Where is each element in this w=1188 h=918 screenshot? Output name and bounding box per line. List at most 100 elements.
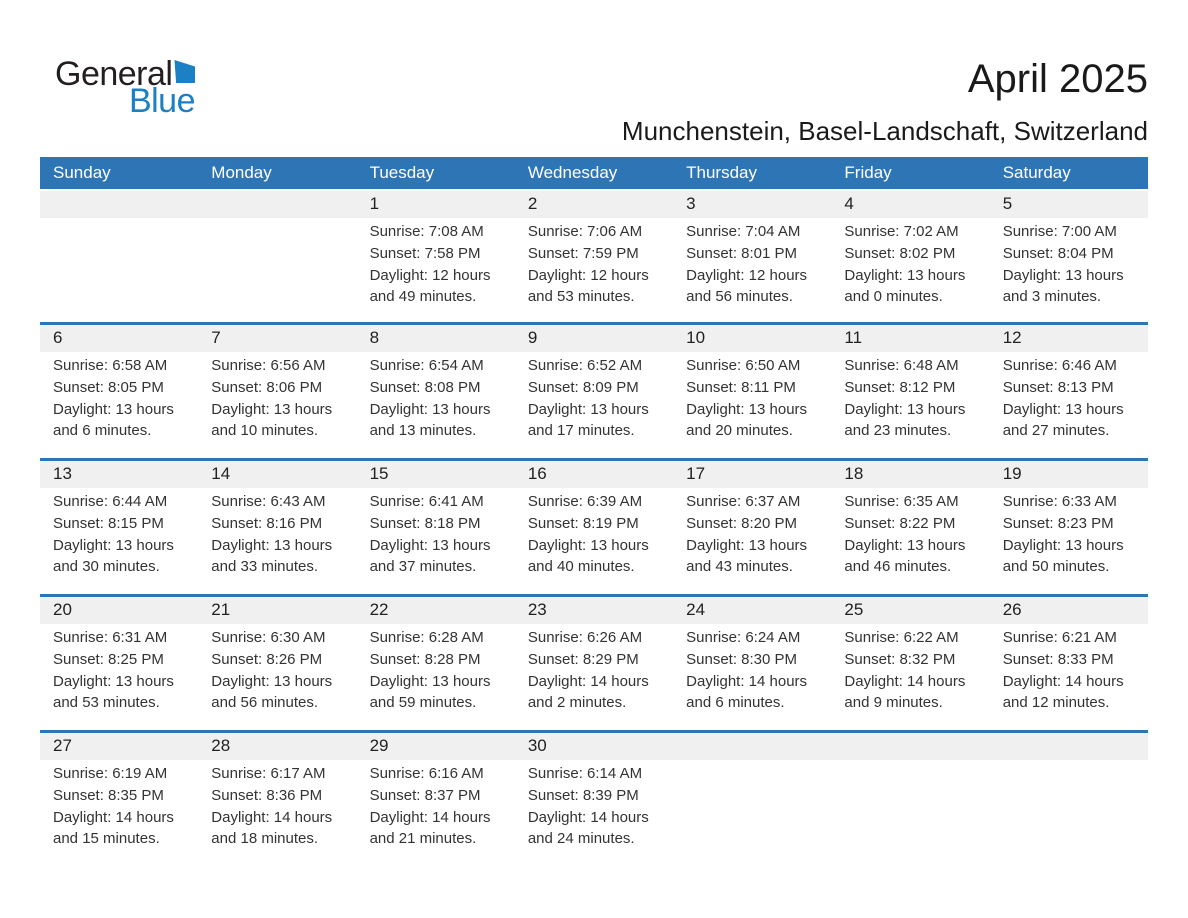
detail-line: Sunrise: 6:30 AM <box>211 629 326 646</box>
day-number: 1 <box>369 194 380 213</box>
day-details-row: Sunrise: 6:58 AM Sunset: 8:05 PM Daylight:… <box>40 352 1148 458</box>
detail-line: Daylight: 13 hours <box>211 400 333 418</box>
detail-line: and 46 minutes. <box>844 558 952 576</box>
detail-line: Sunset: 8:23 PM <box>1002 514 1114 532</box>
detail-line: and 18 minutes. <box>211 830 319 848</box>
day-number-empty <box>831 733 989 760</box>
detail-line: and 49 minutes. <box>369 288 477 306</box>
day-number: 24 <box>686 600 706 619</box>
day-cell-empty <box>831 760 989 866</box>
detail-line: and 3 minutes. <box>1002 288 1102 306</box>
day-number: 18 <box>844 464 864 483</box>
detail-line: Daylight: 14 hours <box>53 808 174 826</box>
detail-line: and 43 minutes. <box>686 558 793 576</box>
day-number: 29 <box>369 736 389 755</box>
detail-line: Sunrise: 6:41 AM <box>369 493 484 510</box>
day-cell: Sunrise: 6:17 AM Sunset: 8:36 PM Daylight:… <box>198 760 356 866</box>
calendar-table: Sunday Monday Tuesday Wednesday Thursday Frid… <box>40 157 1148 866</box>
day-number: 11 <box>844 328 863 347</box>
detail-line: Daylight: 13 hours <box>686 400 808 418</box>
detail-line: and 56 minutes. <box>686 288 793 306</box>
detail-line: Sunset: 8:01 PM <box>686 244 798 262</box>
detail-line: and 30 minutes. <box>53 558 160 576</box>
day-number: 14 <box>211 464 231 483</box>
day-number: 16 <box>527 464 547 483</box>
detail-line: Daylight: 13 hours <box>53 672 174 690</box>
day-number-empty <box>198 191 356 218</box>
day-number: 23 <box>527 600 547 619</box>
weekday-header: Wednesday <box>527 163 618 182</box>
day-cell: Sunrise: 6:24 AM Sunset: 8:30 PM Daylight:… <box>673 624 831 730</box>
detail-line: and 0 minutes. <box>844 288 943 306</box>
day-details-row: Sunrise: 7:08 AM Sunset: 7:58 PM Daylight:… <box>40 218 1148 322</box>
detail-line: Daylight: 13 hours <box>686 536 808 554</box>
day-number: 12 <box>1002 328 1022 347</box>
detail-line: and 53 minutes. <box>53 694 160 712</box>
day-cell: Sunrise: 6:22 AM Sunset: 8:32 PM Daylight:… <box>831 624 989 730</box>
day-number: 26 <box>1002 600 1022 619</box>
day-cell: Sunrise: 6:35 AM Sunset: 8:22 PM Daylight:… <box>831 488 989 594</box>
detail-line: Sunrise: 7:06 AM <box>527 223 643 240</box>
detail-line: and 59 minutes. <box>369 694 477 712</box>
detail-line: and 23 minutes. <box>844 422 952 440</box>
day-number: 2 <box>527 194 538 213</box>
day-number: 17 <box>686 464 706 483</box>
detail-line: and 10 minutes. <box>211 422 319 440</box>
detail-line: Sunset: 8:12 PM <box>844 378 956 396</box>
day-number: 13 <box>53 464 72 483</box>
day-number: 20 <box>53 600 72 619</box>
detail-line: Sunset: 8:18 PM <box>369 514 481 532</box>
day-cell: Sunrise: 7:04 AM Sunset: 8:01 PM Daylight:… <box>673 218 831 322</box>
page-title: April 2025 <box>967 57 1148 101</box>
detail-line: Sunset: 8:02 PM <box>844 244 956 262</box>
day-number: 15 <box>369 464 389 483</box>
detail-line: Daylight: 13 hours <box>844 400 966 418</box>
detail-line: Sunset: 8:36 PM <box>211 786 323 804</box>
detail-line: Sunset: 8:30 PM <box>686 650 798 668</box>
day-number: 6 <box>53 328 63 347</box>
detail-line: Sunrise: 6:44 AM <box>53 493 168 510</box>
calendar-weeks: 1 2 3 4 5 Sunrise: 7:08 AM Sunset: 7:58 PM Dayl… <box>40 191 1148 866</box>
location-subtitle: Munchenstein, Basel-Landschaft, Switzerl… <box>621 116 1148 146</box>
detail-line: Daylight: 13 hours <box>844 266 966 284</box>
day-number: 30 <box>527 736 547 755</box>
detail-line: Daylight: 13 hours <box>369 400 491 418</box>
day-cell: Sunrise: 6:52 AM Sunset: 8:09 PM Daylight:… <box>515 352 673 458</box>
day-number: 7 <box>211 328 221 347</box>
detail-line: and 20 minutes. <box>686 422 793 440</box>
detail-line: and 56 minutes. <box>211 694 319 712</box>
detail-line: Daylight: 13 hours <box>53 536 174 554</box>
detail-line: Sunrise: 6:17 AM <box>211 765 326 782</box>
week-row: 6 7 8 9 10 11 12 Sunrise: 6:58 AM Sunset: 8:05 P… <box>40 322 1148 458</box>
day-cell: Sunrise: 6:28 AM Sunset: 8:28 PM Daylight:… <box>357 624 515 730</box>
day-number-empty <box>40 191 198 218</box>
day-cell: Sunrise: 6:30 AM Sunset: 8:26 PM Daylight:… <box>198 624 356 730</box>
detail-line: Daylight: 13 hours <box>53 400 174 418</box>
day-cell: Sunrise: 6:44 AM Sunset: 8:15 PM Daylight:… <box>40 488 198 594</box>
detail-line: Sunrise: 6:16 AM <box>369 765 484 782</box>
detail-line: Daylight: 14 hours <box>211 808 333 826</box>
day-cell: Sunrise: 6:26 AM Sunset: 8:29 PM Daylight:… <box>515 624 673 730</box>
detail-line: and 24 minutes. <box>527 830 635 848</box>
detail-line: Sunset: 8:32 PM <box>844 650 956 668</box>
day-cell: Sunrise: 7:00 AM Sunset: 8:04 PM Daylight:… <box>990 218 1148 322</box>
detail-line: Sunrise: 6:50 AM <box>686 357 801 374</box>
detail-line: and 9 minutes. <box>844 694 943 712</box>
day-cell: Sunrise: 6:14 AM Sunset: 8:39 PM Daylight:… <box>515 760 673 866</box>
detail-line: and 50 minutes. <box>1002 558 1110 576</box>
detail-line: Sunrise: 7:00 AM <box>1002 223 1117 240</box>
day-cell: Sunrise: 6:21 AM Sunset: 8:33 PM Daylight:… <box>990 624 1148 730</box>
day-cell: Sunrise: 6:58 AM Sunset: 8:05 PM Daylight:… <box>40 352 198 458</box>
day-cell: Sunrise: 6:37 AM Sunset: 8:20 PM Daylight:… <box>673 488 831 594</box>
day-number-strip: 1 2 3 4 5 <box>40 191 1148 218</box>
day-number-empty <box>990 733 1148 760</box>
detail-line: Sunrise: 6:39 AM <box>527 493 643 510</box>
detail-line: Sunrise: 6:52 AM <box>527 357 643 374</box>
day-number-strip: 27 28 29 30 <box>40 733 1148 760</box>
day-cell: Sunrise: 6:39 AM Sunset: 8:19 PM Daylight:… <box>515 488 673 594</box>
day-cell: Sunrise: 7:06 AM Sunset: 7:59 PM Daylight:… <box>515 218 673 322</box>
detail-line: Daylight: 13 hours <box>1002 536 1124 554</box>
day-number-strip: 6 7 8 9 10 11 12 <box>40 325 1148 352</box>
detail-line: Daylight: 13 hours <box>844 536 966 554</box>
day-number-strip: 13 14 15 16 17 18 19 <box>40 461 1148 488</box>
